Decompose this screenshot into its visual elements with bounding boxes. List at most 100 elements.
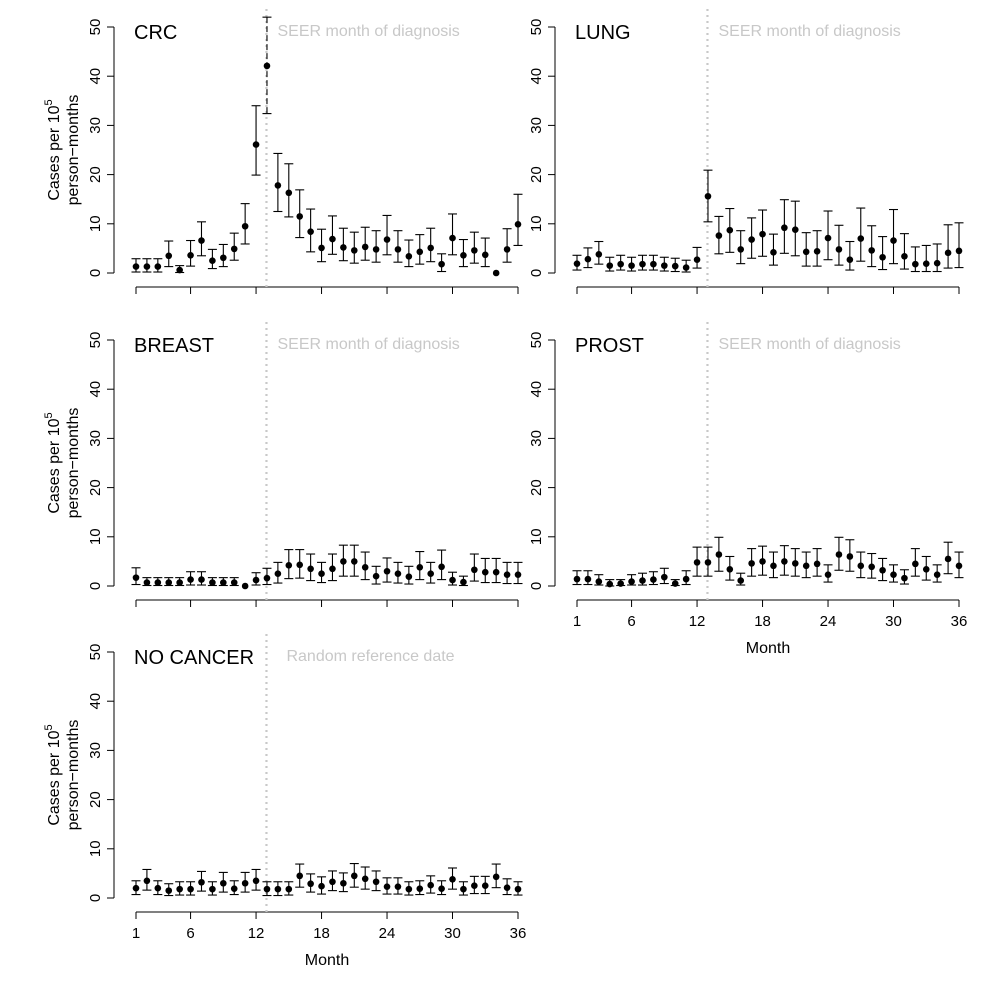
x-tick-label: 18: [754, 613, 771, 630]
data-point: [606, 580, 614, 588]
y-axis-label-line1: Cases per 105: [43, 724, 63, 825]
data-point: [143, 877, 151, 885]
y-axis-label-text: Cases per 10: [46, 730, 63, 825]
data-point: [220, 254, 227, 262]
data-point: [252, 576, 260, 584]
data-point: [198, 576, 205, 583]
data-point: [944, 249, 952, 257]
data-point: [132, 263, 140, 270]
data-point: [857, 562, 865, 570]
data-point: [682, 575, 690, 583]
data-point: [759, 230, 766, 238]
x-tick-label: 18: [313, 925, 330, 942]
data-point: [824, 234, 832, 242]
x-tick-label: 6: [186, 925, 194, 942]
data-point: [661, 573, 668, 581]
data-point: [143, 579, 151, 586]
data-point: [471, 566, 478, 574]
data-point: [383, 236, 391, 243]
y-tick-label: 10: [528, 528, 545, 545]
data-point: [944, 555, 952, 563]
data-point: [241, 582, 249, 590]
data-point: [824, 571, 832, 578]
data-point: [781, 558, 788, 565]
data-point: [492, 873, 500, 881]
data-point: [132, 574, 140, 581]
y-tick-label: 50: [528, 332, 545, 349]
data-point: [427, 570, 434, 577]
data-point: [209, 579, 216, 586]
x-tick-label: 36: [510, 925, 527, 942]
data-point: [759, 558, 766, 565]
x-tick-label: 1: [573, 613, 581, 630]
data-point: [187, 251, 194, 259]
x-tick-label: 30: [885, 613, 902, 630]
data-point: [955, 562, 963, 570]
data-point: [704, 192, 712, 200]
data-point: [416, 248, 424, 256]
data-point: [340, 558, 347, 565]
y-tick-label: 10: [87, 215, 104, 232]
data-point: [372, 246, 380, 253]
data-point: [595, 251, 603, 258]
data-point: [416, 885, 424, 892]
data-point: [263, 574, 271, 582]
data-point: [748, 236, 755, 243]
data-point: [165, 887, 173, 894]
data-point: [460, 251, 467, 259]
y-tick-label: 0: [87, 582, 104, 590]
data-point: [584, 575, 592, 583]
y-tick-label: 30: [528, 430, 545, 447]
x-tick-label: 6: [627, 613, 635, 630]
data-point: [318, 882, 325, 890]
data-point: [650, 576, 657, 583]
data-point: [901, 252, 908, 260]
x-tick-label: 24: [379, 925, 396, 942]
data-point: [650, 260, 657, 268]
data-point: [405, 252, 413, 260]
data-point: [693, 559, 701, 566]
y-tick-label: 50: [87, 19, 104, 36]
data-point: [737, 577, 745, 584]
data-point: [628, 262, 635, 269]
data-point: [241, 222, 249, 230]
y-tick-label: 40: [87, 381, 104, 398]
data-point: [449, 576, 456, 584]
data-point: [372, 878, 380, 886]
data-point: [405, 573, 413, 580]
data-point: [350, 247, 358, 254]
annotation-text: Random reference date: [286, 648, 454, 665]
data-point: [492, 568, 500, 576]
data-point: [606, 262, 614, 269]
data-point: [460, 578, 467, 586]
annotation-text: SEER month of diagnosis: [718, 336, 900, 353]
data-point: [252, 877, 260, 885]
data-point: [835, 246, 843, 253]
data-point: [394, 570, 402, 577]
y-tick-label: 30: [87, 117, 104, 134]
data-point: [922, 260, 930, 267]
data-point: [307, 228, 314, 235]
annotation-text: SEER month of diagnosis: [277, 23, 459, 40]
y-axis-label-superscript: 5: [43, 412, 55, 418]
y-tick-label: 0: [528, 269, 545, 277]
x-tick-label: 12: [248, 925, 265, 942]
data-point: [514, 571, 522, 578]
data-point: [503, 884, 511, 891]
panel-label: PROST: [575, 335, 644, 357]
data-point: [449, 234, 456, 242]
data-point: [438, 563, 445, 571]
data-point: [573, 575, 581, 583]
data-point: [726, 226, 734, 234]
y-tick-label: 50: [87, 644, 104, 661]
data-point: [933, 259, 941, 267]
data-point: [230, 579, 238, 586]
data-point: [503, 246, 511, 253]
data-point: [340, 879, 347, 887]
y-tick-label: 40: [528, 68, 545, 85]
x-axis-label: Month: [305, 952, 349, 969]
data-point: [813, 560, 821, 568]
data-point: [220, 879, 227, 887]
panel-label: CRC: [134, 22, 177, 44]
